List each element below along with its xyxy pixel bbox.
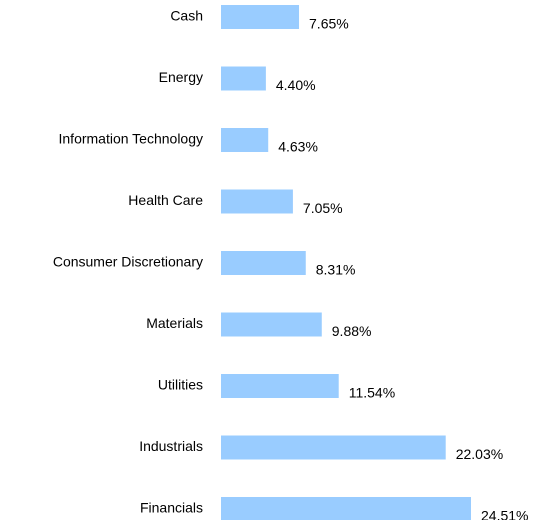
value-label: 22.03% bbox=[456, 446, 503, 462]
value-label: 11.54% bbox=[349, 385, 395, 401]
category-label: Energy bbox=[159, 69, 203, 85]
category-label: Health Care bbox=[128, 192, 203, 208]
category-label: Cash bbox=[170, 8, 203, 24]
bar bbox=[221, 374, 339, 398]
bar bbox=[221, 251, 306, 275]
value-label: 4.63% bbox=[278, 139, 318, 155]
bar bbox=[221, 66, 266, 91]
category-label: Financials bbox=[140, 500, 203, 516]
value-label: 4.40% bbox=[276, 77, 316, 93]
bar bbox=[221, 497, 472, 520]
category-label: Consumer Discretionary bbox=[53, 254, 203, 270]
bar bbox=[221, 312, 322, 337]
category-label: Utilities bbox=[158, 377, 203, 393]
category-label: Industrials bbox=[139, 438, 203, 454]
bar bbox=[221, 435, 446, 460]
category-label: Information Technology bbox=[59, 131, 204, 147]
bar bbox=[221, 5, 300, 29]
bar bbox=[221, 189, 293, 214]
category-label: Materials bbox=[146, 315, 203, 331]
value-label: 7.65% bbox=[309, 16, 349, 32]
value-label: 24.51% bbox=[481, 508, 528, 520]
bar bbox=[221, 128, 269, 152]
value-label: 7.05% bbox=[303, 200, 343, 216]
value-label: 8.31% bbox=[316, 262, 356, 278]
value-label: 9.88% bbox=[332, 323, 372, 339]
